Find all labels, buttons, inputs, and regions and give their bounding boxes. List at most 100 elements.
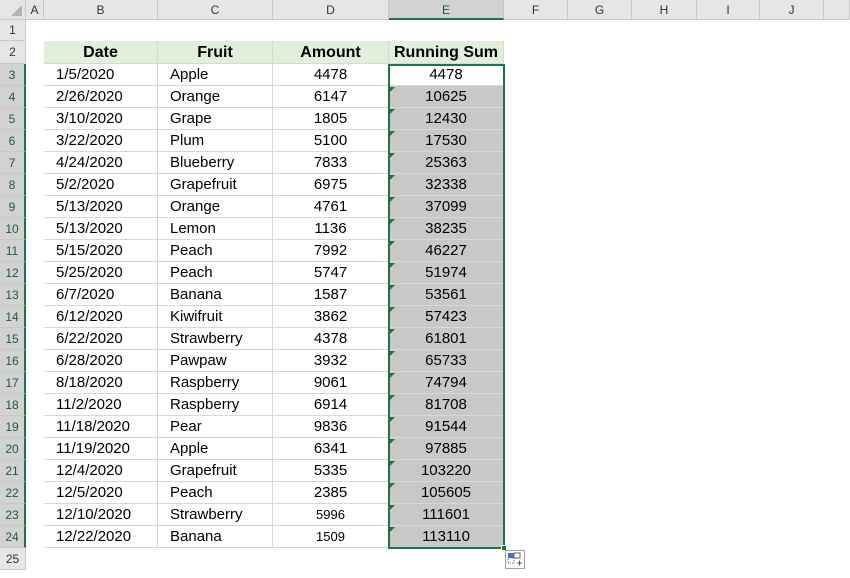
error-indicator-icon[interactable] — [390, 351, 395, 356]
running-sum-cell[interactable]: 17530 — [389, 130, 504, 152]
fruit-cell[interactable]: Orange — [158, 86, 273, 108]
fruit-cell[interactable]: Banana — [158, 526, 273, 548]
row-header-25[interactable]: 25 — [0, 548, 26, 570]
row-header-23[interactable]: 23 — [0, 504, 26, 526]
date-cell[interactable]: 5/13/2020 — [44, 196, 158, 218]
column-header-E[interactable]: E — [389, 0, 504, 20]
row-header-12[interactable]: 12 — [0, 262, 26, 284]
error-indicator-icon[interactable] — [390, 395, 395, 400]
running-sum-cell[interactable]: 12430 — [389, 108, 504, 130]
fruit-cell[interactable]: Banana — [158, 284, 273, 306]
running-sum-cell[interactable]: 57423 — [389, 306, 504, 328]
amount-cell[interactable]: 7833 — [273, 152, 389, 174]
amount-cell[interactable]: 3932 — [273, 350, 389, 372]
row-header-1[interactable]: 1 — [0, 20, 26, 41]
error-indicator-icon[interactable] — [390, 307, 395, 312]
amount-cell[interactable]: 1587 — [273, 284, 389, 306]
amount-cell[interactable]: 4378 — [273, 328, 389, 350]
date-cell[interactable]: 5/2/2020 — [44, 174, 158, 196]
running-sum-cell[interactable]: 103220 — [389, 460, 504, 482]
running-sum-cell[interactable]: 37099 — [389, 196, 504, 218]
running-sum-cell[interactable]: 61801 — [389, 328, 504, 350]
error-indicator-icon[interactable] — [390, 329, 395, 334]
amount-cell[interactable]: 5335 — [273, 460, 389, 482]
error-indicator-icon[interactable] — [390, 175, 395, 180]
row-header-18[interactable]: 18 — [0, 394, 26, 416]
fruit-cell[interactable]: Orange — [158, 196, 273, 218]
date-cell[interactable]: 1/5/2020 — [44, 64, 158, 86]
row-header-3[interactable]: 3 — [0, 64, 26, 86]
header-fruit[interactable]: Fruit — [158, 41, 273, 64]
date-cell[interactable]: 12/4/2020 — [44, 460, 158, 482]
column-header-H[interactable]: H — [632, 0, 697, 20]
amount-cell[interactable]: 1136 — [273, 218, 389, 240]
row-header-13[interactable]: 13 — [0, 284, 26, 306]
column-header-F[interactable]: F — [504, 0, 568, 20]
column-header-B[interactable]: B — [44, 0, 158, 20]
row-header-4[interactable]: 4 — [0, 86, 26, 108]
running-sum-cell[interactable]: 65733 — [389, 350, 504, 372]
date-cell[interactable]: 11/18/2020 — [44, 416, 158, 438]
amount-cell[interactable]: 6341 — [273, 438, 389, 460]
row-header-11[interactable]: 11 — [0, 240, 26, 262]
fill-handle[interactable] — [501, 545, 507, 551]
amount-cell[interactable]: 4761 — [273, 196, 389, 218]
error-indicator-icon[interactable] — [390, 197, 395, 202]
row-header-7[interactable]: 7 — [0, 152, 26, 174]
header-amount[interactable]: Amount — [273, 41, 389, 64]
header-running-sum[interactable]: Running Sum — [389, 41, 504, 64]
running-sum-cell[interactable]: 113110 — [389, 526, 504, 548]
amount-cell[interactable]: 1805 — [273, 108, 389, 130]
date-cell[interactable]: 12/10/2020 — [44, 504, 158, 526]
column-header-G[interactable]: G — [568, 0, 632, 20]
fruit-cell[interactable]: Plum — [158, 130, 273, 152]
date-cell[interactable]: 6/22/2020 — [44, 328, 158, 350]
date-cell[interactable]: 12/5/2020 — [44, 482, 158, 504]
amount-cell[interactable]: 5996 — [273, 504, 389, 526]
error-indicator-icon[interactable] — [390, 263, 395, 268]
error-indicator-icon[interactable] — [390, 461, 395, 466]
running-sum-cell[interactable]: 32338 — [389, 174, 504, 196]
amount-cell[interactable]: 2385 — [273, 482, 389, 504]
row-header-22[interactable]: 22 — [0, 482, 26, 504]
running-sum-cell[interactable]: 97885 — [389, 438, 504, 460]
running-sum-cell[interactable]: 46227 — [389, 240, 504, 262]
column-header-I[interactable]: I — [697, 0, 760, 20]
amount-cell[interactable]: 9061 — [273, 372, 389, 394]
running-sum-cell[interactable]: 38235 — [389, 218, 504, 240]
fruit-cell[interactable]: Pawpaw — [158, 350, 273, 372]
header-date[interactable]: Date — [44, 41, 158, 64]
amount-cell[interactable]: 7992 — [273, 240, 389, 262]
error-indicator-icon[interactable] — [390, 483, 395, 488]
error-indicator-icon[interactable] — [390, 439, 395, 444]
running-sum-cell[interactable]: 91544 — [389, 416, 504, 438]
row-header-16[interactable]: 16 — [0, 350, 26, 372]
date-cell[interactable]: 8/18/2020 — [44, 372, 158, 394]
amount-cell[interactable]: 6147 — [273, 86, 389, 108]
fruit-cell[interactable]: Blueberry — [158, 152, 273, 174]
date-cell[interactable]: 3/10/2020 — [44, 108, 158, 130]
row-header-5[interactable]: 5 — [0, 108, 26, 130]
error-indicator-icon[interactable] — [390, 131, 395, 136]
select-all-button[interactable] — [0, 0, 26, 20]
date-cell[interactable]: 2/26/2020 — [44, 86, 158, 108]
column-header-C[interactable]: C — [158, 0, 273, 20]
date-cell[interactable]: 5/15/2020 — [44, 240, 158, 262]
column-header-D[interactable]: D — [273, 0, 389, 20]
date-cell[interactable]: 5/25/2020 — [44, 262, 158, 284]
row-header-24[interactable]: 24 — [0, 526, 26, 548]
running-sum-cell[interactable]: 81708 — [389, 394, 504, 416]
running-sum-cell[interactable]: 105605 — [389, 482, 504, 504]
date-cell[interactable]: 6/28/2020 — [44, 350, 158, 372]
error-indicator-icon[interactable] — [390, 505, 395, 510]
row-header-14[interactable]: 14 — [0, 306, 26, 328]
column-header-A[interactable]: A — [26, 0, 44, 20]
fruit-cell[interactable]: Grapefruit — [158, 460, 273, 482]
fruit-cell[interactable]: Grapefruit — [158, 174, 273, 196]
running-sum-cell[interactable]: 25363 — [389, 152, 504, 174]
date-cell[interactable]: 11/19/2020 — [44, 438, 158, 460]
fruit-cell[interactable]: Kiwifruit — [158, 306, 273, 328]
fruit-cell[interactable]: Apple — [158, 438, 273, 460]
fruit-cell[interactable]: Strawberry — [158, 504, 273, 526]
date-cell[interactable]: 6/7/2020 — [44, 284, 158, 306]
